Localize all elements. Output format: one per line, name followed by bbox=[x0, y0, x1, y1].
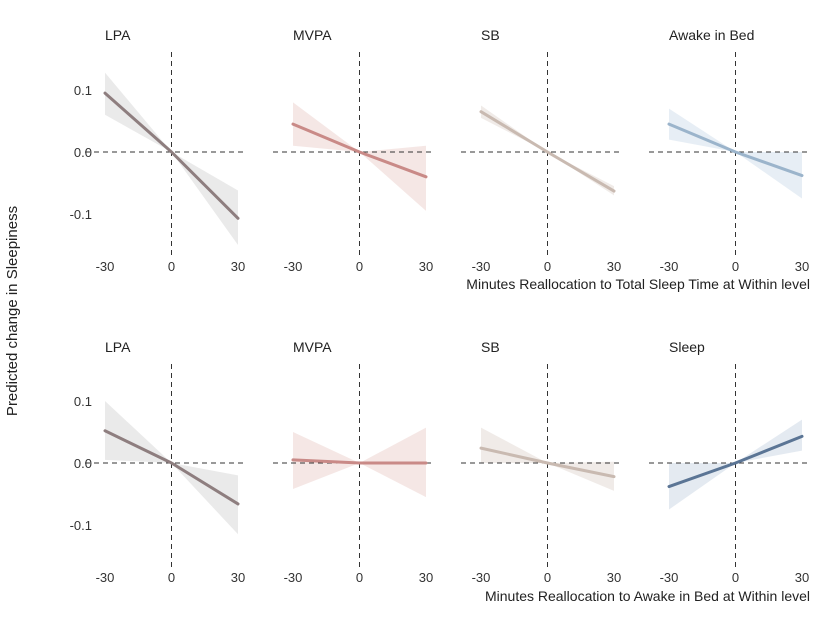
confidence-band bbox=[481, 427, 614, 491]
panel-title: Awake in Bed bbox=[669, 27, 754, 43]
confidence-band bbox=[293, 102, 426, 211]
panel-title: MVPA bbox=[293, 339, 332, 355]
x-axis-label: Minutes Reallocation to Total Sleep Time… bbox=[466, 276, 810, 292]
y-tick-label: -0.1 bbox=[70, 207, 92, 222]
confidence-band bbox=[669, 419, 802, 510]
x-tick-label: 0 bbox=[168, 570, 175, 585]
panel-title: LPA bbox=[105, 27, 131, 43]
confidence-band bbox=[105, 72, 238, 245]
x-tick-label: 30 bbox=[419, 259, 433, 274]
confidence-band bbox=[669, 108, 802, 199]
x-tick-label: 0 bbox=[544, 570, 551, 585]
x-tick-label: 30 bbox=[795, 570, 809, 585]
x-tick-label: -30 bbox=[284, 259, 303, 274]
panel-title: SB bbox=[481, 27, 500, 43]
x-tick-label: 0 bbox=[544, 259, 551, 274]
x-tick-label: 0 bbox=[168, 259, 175, 274]
x-tick-label: 30 bbox=[231, 259, 245, 274]
x-tick-label: -30 bbox=[284, 570, 303, 585]
x-tick-label: 30 bbox=[607, 259, 621, 274]
prediction-line bbox=[667, 122, 804, 178]
x-tick-label: -30 bbox=[472, 259, 491, 274]
panel-title: Sleep bbox=[669, 339, 705, 355]
x-tick-label: -30 bbox=[660, 259, 679, 274]
x-tick-label: 30 bbox=[419, 570, 433, 585]
x-axis-label: Minutes Reallocation to Awake in Bed at … bbox=[485, 588, 810, 604]
x-tick-label: 30 bbox=[607, 570, 621, 585]
x-tick-label: 0 bbox=[732, 570, 739, 585]
panel-title: MVPA bbox=[293, 27, 332, 43]
x-tick-label: 0 bbox=[356, 570, 363, 585]
prediction-line bbox=[667, 434, 804, 489]
prediction-line bbox=[103, 429, 240, 506]
prediction-line bbox=[479, 110, 616, 193]
y-tick-label: 0.1 bbox=[74, 83, 92, 98]
x-tick-label: -30 bbox=[96, 570, 115, 585]
y-tick-label: -0.1 bbox=[70, 518, 92, 533]
y-axis-label: Predicted change in Sleepiness bbox=[4, 206, 21, 416]
y-tick-label: 0.1 bbox=[74, 394, 92, 409]
x-tick-label: 0 bbox=[732, 259, 739, 274]
prediction-line bbox=[103, 91, 240, 220]
x-tick-label: -30 bbox=[472, 570, 491, 585]
panel-title: LPA bbox=[105, 339, 131, 355]
prediction-line bbox=[291, 458, 428, 465]
x-tick-label: -30 bbox=[96, 259, 115, 274]
y-tick-label: 0.0 bbox=[74, 456, 92, 471]
x-tick-label: 0 bbox=[356, 259, 363, 274]
x-tick-label: -30 bbox=[660, 570, 679, 585]
confidence-band bbox=[105, 401, 238, 535]
x-tick-label: 30 bbox=[231, 570, 245, 585]
confidence-band bbox=[293, 427, 426, 498]
panel-title: SB bbox=[481, 339, 500, 355]
prediction-line bbox=[291, 122, 428, 179]
x-tick-label: 30 bbox=[795, 259, 809, 274]
y-tick-label: 0.0 bbox=[74, 145, 92, 160]
prediction-line bbox=[479, 446, 616, 479]
